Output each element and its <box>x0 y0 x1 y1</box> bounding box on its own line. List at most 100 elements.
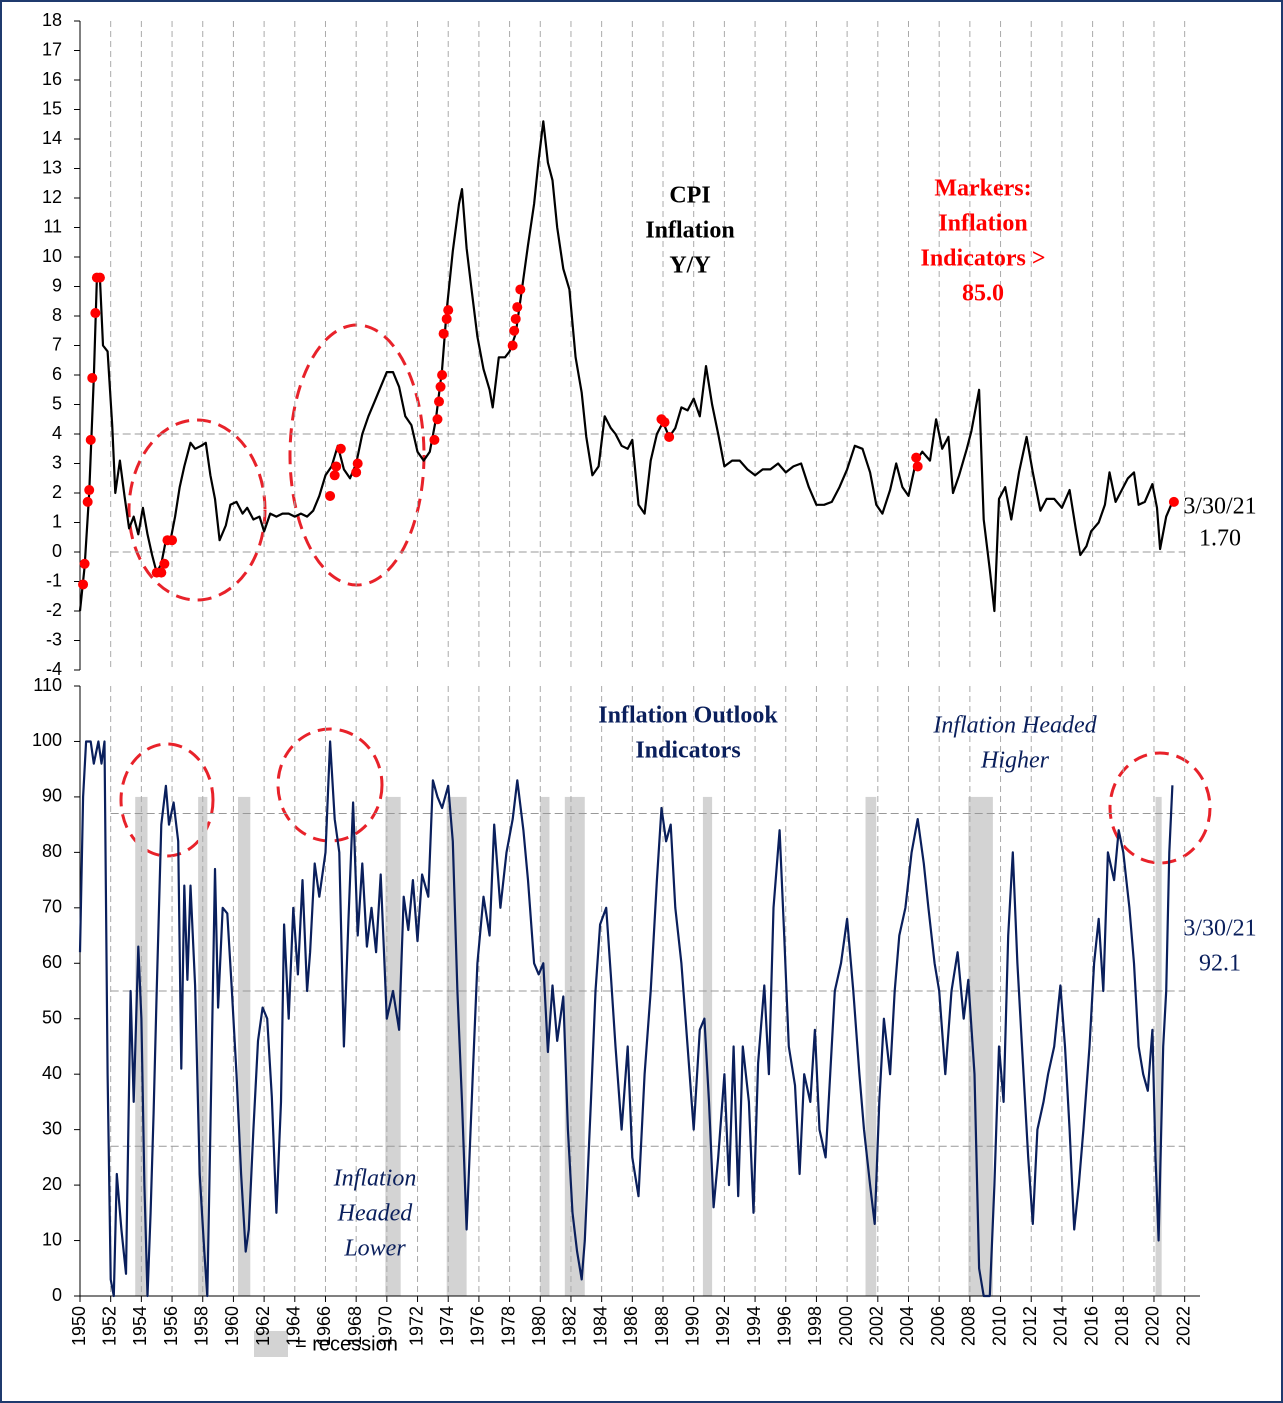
marker <box>434 396 445 407</box>
x-tick-label: 1980 <box>529 1306 549 1346</box>
y-tick-label: 8 <box>52 305 62 325</box>
x-tick-label: 1988 <box>652 1306 672 1346</box>
marker <box>351 467 362 478</box>
circle <box>288 323 426 587</box>
y-tick-label: 11 <box>43 216 62 236</box>
marker <box>443 305 454 316</box>
y-tick-label: 9 <box>52 275 62 295</box>
y-tick-label: 18 <box>42 10 62 30</box>
marker <box>94 272 105 283</box>
y-tick-label: -2 <box>46 600 62 620</box>
marker <box>159 558 170 569</box>
data-line <box>78 740 1174 1298</box>
y-tick-label: 2 <box>52 482 62 502</box>
marker <box>510 313 521 324</box>
x-tick-label: 2002 <box>867 1306 887 1346</box>
y-tick-label: 80 <box>42 841 62 861</box>
annotation: Inflation Headed <box>932 713 1097 739</box>
x-tick-label: 2012 <box>1020 1306 1040 1346</box>
y-tick-label: 0 <box>52 541 62 561</box>
x-tick-label: 1960 <box>222 1306 242 1346</box>
annotation: Higher <box>980 748 1050 774</box>
annotation: CPI <box>669 183 710 209</box>
circle <box>119 742 215 858</box>
annotation: Headed <box>337 1201 414 1227</box>
annotation: 3/30/21 <box>1183 494 1256 520</box>
x-tick-label: 2004 <box>897 1306 917 1346</box>
recession-band <box>1155 796 1162 1296</box>
x-tick-label: 1974 <box>437 1306 457 1346</box>
y-tick-label: -4 <box>46 659 62 679</box>
x-tick-label: 1962 <box>253 1306 273 1346</box>
y-tick-label: 30 <box>42 1118 62 1138</box>
marker <box>509 325 520 336</box>
x-tick-label: 1970 <box>376 1306 396 1346</box>
marker <box>79 558 90 569</box>
y-tick-label: 60 <box>42 952 62 972</box>
x-tick-label: 1968 <box>345 1306 365 1346</box>
y-tick-label: 14 <box>42 128 62 148</box>
y-tick-label: 5 <box>52 393 62 413</box>
y-tick-label: 3 <box>52 452 62 472</box>
y-tick-label: 17 <box>42 39 62 59</box>
y-tick-label: 110 <box>33 675 62 695</box>
marker <box>352 458 363 469</box>
y-tick-label: -1 <box>46 570 62 590</box>
annotation: 92.1 <box>1199 951 1241 977</box>
x-tick-label: 1958 <box>191 1306 211 1346</box>
annotation: 85.0 <box>962 281 1004 307</box>
marker <box>659 417 670 428</box>
x-tick-label: 2020 <box>1143 1306 1163 1346</box>
marker <box>429 434 440 445</box>
marker <box>156 567 167 578</box>
marker <box>329 470 340 481</box>
x-tick-label: 1950 <box>69 1306 89 1346</box>
marker <box>911 452 922 463</box>
y-tick-label: 12 <box>42 187 62 207</box>
x-tick-label: 2016 <box>1081 1306 1101 1346</box>
marker <box>167 535 178 546</box>
x-tick-label: 1952 <box>99 1306 119 1346</box>
annotation: Inflation <box>333 1166 417 1192</box>
annotation: 1.70 <box>1199 526 1241 552</box>
x-tick-label: 1998 <box>805 1306 825 1346</box>
x-tick-label: 1994 <box>744 1306 764 1346</box>
recession-band <box>540 796 550 1296</box>
x-tick-label: 1986 <box>621 1306 641 1346</box>
x-tick-label: 2018 <box>1112 1306 1132 1346</box>
annotation: Inflation Outlook <box>598 703 778 729</box>
y-tick-label: 10 <box>42 1229 62 1249</box>
annotation: Lower <box>343 1236 406 1262</box>
marker <box>78 579 89 590</box>
y-tick-label: 70 <box>42 897 62 917</box>
y-tick-label: 10 <box>42 246 62 266</box>
recession-band <box>385 796 401 1296</box>
y-tick-label: 7 <box>52 334 62 354</box>
y-tick-label: 1 <box>52 511 62 531</box>
marker <box>82 496 93 507</box>
annotation: 3/30/21 <box>1183 916 1256 942</box>
marker <box>507 340 518 351</box>
x-tick-label: 1982 <box>560 1306 580 1346</box>
y-tick-label: 20 <box>42 1174 62 1194</box>
marker <box>512 302 523 313</box>
y-tick-label: 40 <box>42 1063 62 1083</box>
data-line <box>78 120 1174 613</box>
x-tick-label: 2014 <box>1051 1306 1071 1346</box>
marker <box>432 414 443 425</box>
marker <box>335 443 346 454</box>
annotation: Inflation <box>645 218 734 244</box>
y-tick-label: 16 <box>42 69 62 89</box>
marker <box>912 461 923 472</box>
marker <box>85 434 96 445</box>
y-tick-label: 0 <box>52 1285 62 1305</box>
x-tick-label: 2010 <box>989 1306 1009 1346</box>
x-tick-label: 2008 <box>959 1306 979 1346</box>
x-tick-label: 1976 <box>468 1306 488 1346</box>
annotation: Indicators > <box>920 246 1045 272</box>
recession-band <box>702 796 713 1296</box>
recession-band <box>564 796 585 1296</box>
x-tick-label: 1984 <box>590 1306 610 1346</box>
y-tick-label: 6 <box>52 364 62 384</box>
